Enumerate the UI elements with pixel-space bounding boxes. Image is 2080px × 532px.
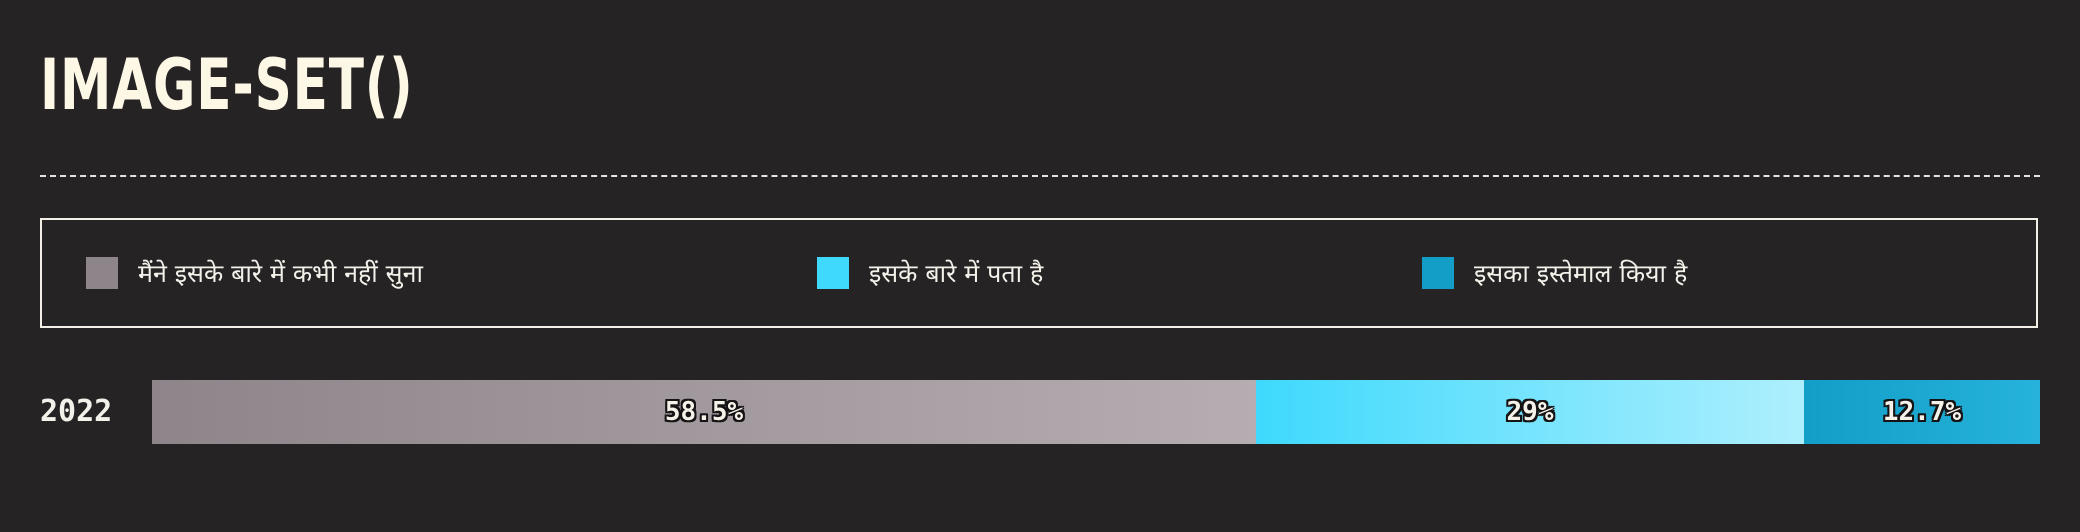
bar-segment-used-it: 12.7% (1804, 380, 2040, 444)
legend: मैंने इसके बारे में कभी नहीं सुना इसके ब… (40, 218, 2038, 328)
stacked-bar-2022: 58.5% 29% 12.7% (152, 380, 2040, 444)
chart-title: IMAGE-SET() (40, 44, 414, 126)
data-label-never-heard: 58.5% (664, 397, 744, 427)
legend-label-never-heard: मैंने इसके बारे में कभी नहीं सुना (138, 259, 423, 288)
legend-swatch-never-heard (86, 257, 118, 289)
legend-item-never-heard: मैंने इसके बारे में कभी नहीं सुना (86, 220, 423, 326)
legend-swatch-know-about (817, 257, 849, 289)
title-divider (40, 175, 2040, 177)
data-label-used-it: 12.7% (1882, 397, 1962, 427)
bar-segment-never-heard: 58.5% (152, 380, 1256, 444)
legend-swatch-used-it (1422, 257, 1454, 289)
data-label-know-about: 29% (1506, 397, 1554, 427)
row-label-2022: 2022 (40, 394, 113, 429)
bar-segment-know-about: 29% (1256, 380, 1804, 444)
legend-item-used-it: इसका इस्तेमाल किया है (1422, 220, 1687, 326)
legend-label-used-it: इसका इस्तेमाल किया है (1474, 259, 1688, 288)
legend-label-know-about: इसके बारे में पता है (869, 259, 1044, 288)
legend-item-know-about: इसके बारे में पता है (817, 220, 1043, 326)
